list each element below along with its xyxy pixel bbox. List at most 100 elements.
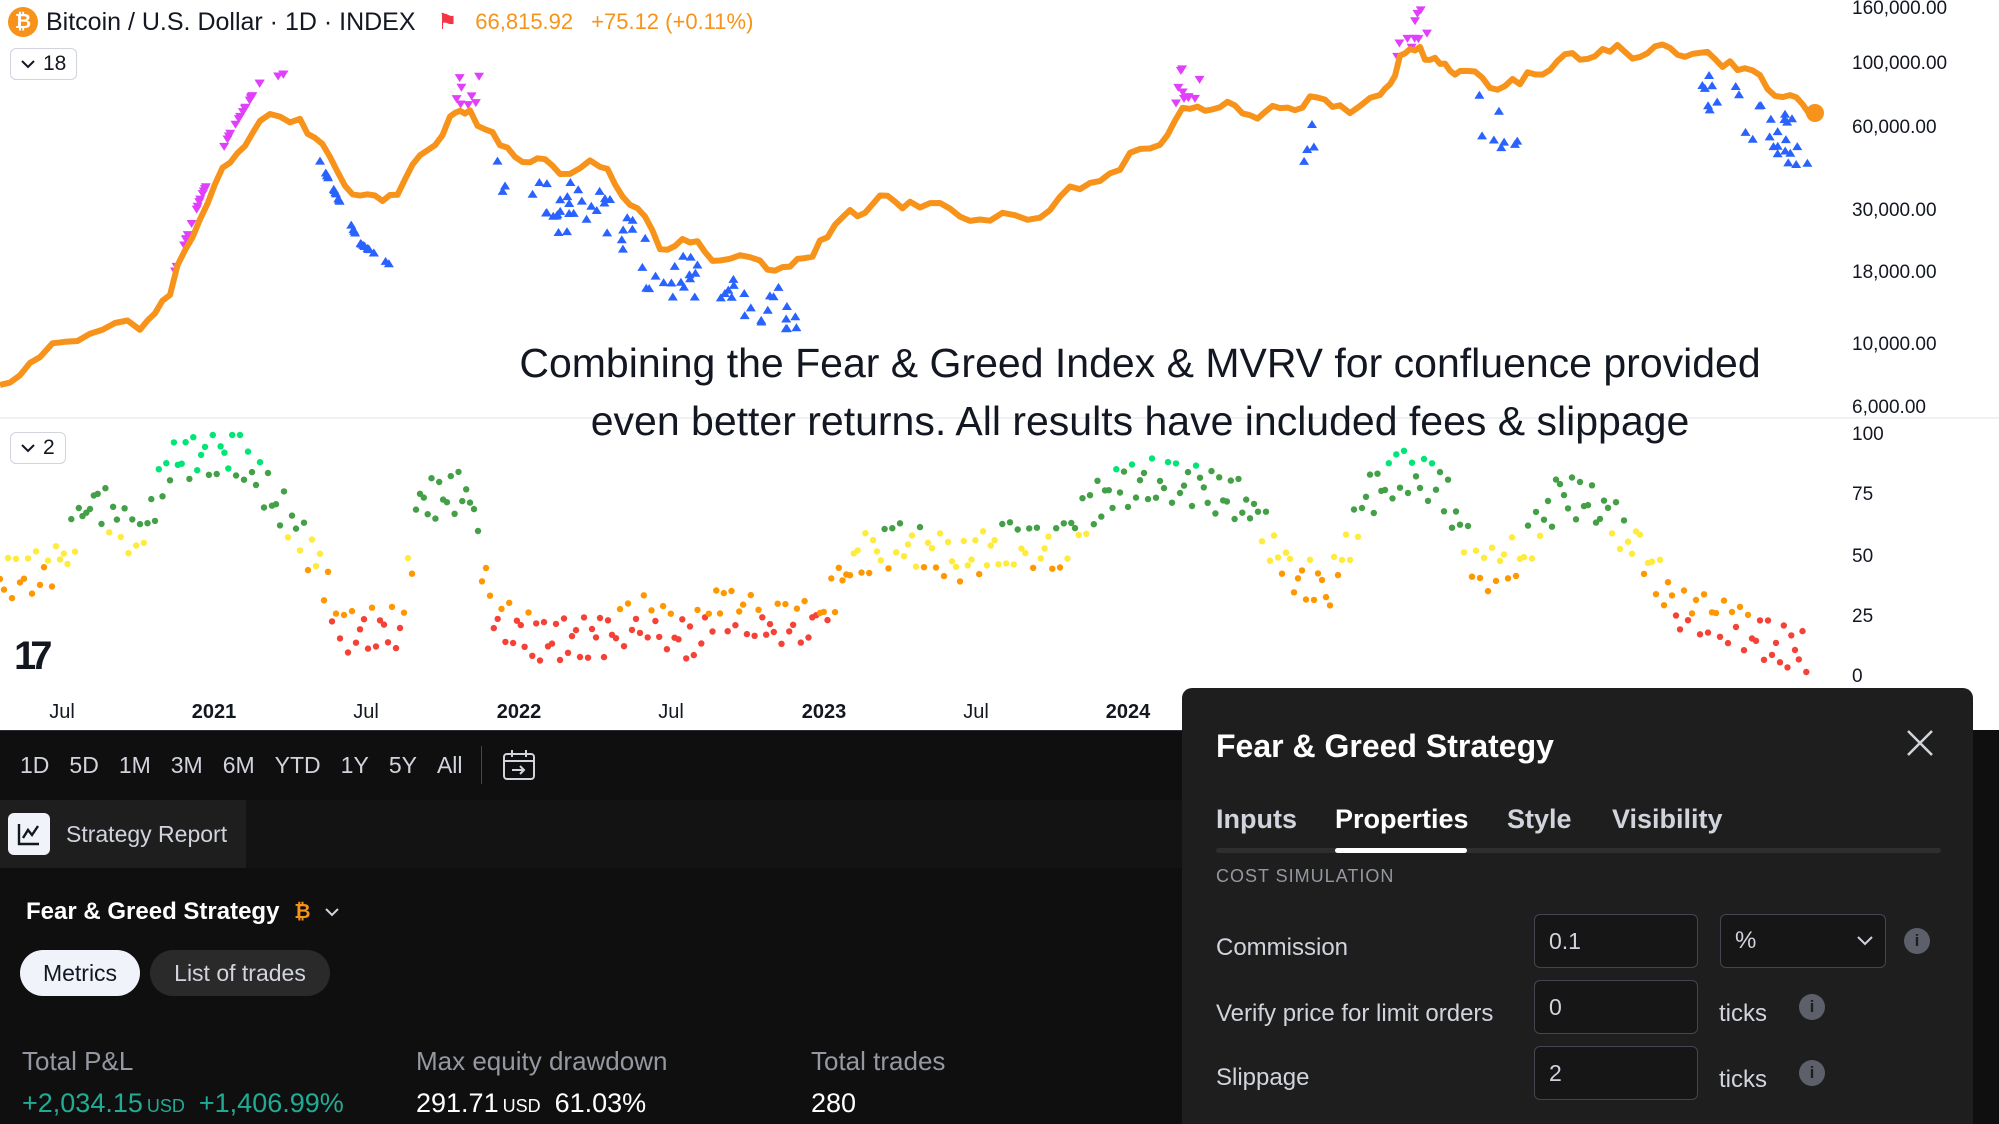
fear-greed-point: [1140, 469, 1148, 477]
tab-style[interactable]: Style: [1507, 804, 1572, 834]
fear-greed-point: [1128, 461, 1136, 468]
buy-marker: [591, 206, 602, 215]
fear-greed-point: [720, 589, 727, 597]
buy-marker: [1780, 135, 1791, 144]
fear-greed-point: [332, 610, 340, 617]
fear-greed-point: [705, 610, 712, 617]
fear-greed-point: [1164, 458, 1172, 466]
fear-greed-point: [1306, 556, 1314, 563]
fear-greed-point: [513, 617, 521, 624]
calendar-goto-icon[interactable]: [502, 749, 536, 781]
range-6m-button[interactable]: 6M: [222, 751, 255, 778]
fear-greed-point: [48, 583, 56, 590]
fear-greed-point: [194, 467, 201, 474]
tab-properties[interactable]: Properties: [1335, 804, 1469, 834]
strategy-report-tab[interactable]: Strategy Report: [0, 800, 246, 868]
fear-greed-point: [652, 617, 659, 625]
fear-greed-point: [536, 657, 544, 664]
fear-greed-point: [1452, 508, 1460, 515]
symbol-title[interactable]: Bitcoin / U.S. Dollar · 1D · INDEX: [46, 7, 416, 36]
range-5y-button[interactable]: 5Y: [388, 751, 417, 778]
price-line: [0, 41, 1817, 388]
fear-greed-point: [600, 653, 608, 661]
fear-greed-point: [197, 451, 205, 459]
range-5d-button[interactable]: 5D: [69, 751, 99, 778]
strategy-selector[interactable]: Fear & Greed Strategy ₿: [26, 898, 340, 926]
sell-marker: [182, 231, 193, 240]
fear-greed-point: [1152, 494, 1160, 501]
tab-metrics[interactable]: Metrics: [20, 950, 140, 996]
range-1y-button[interactable]: 1Y: [340, 751, 369, 778]
fear-greed-point: [140, 539, 147, 547]
fear-greed-point: [312, 562, 320, 570]
fear-greed-point: [64, 560, 71, 568]
fear-greed-point: [904, 541, 912, 548]
fear-greed-point: [396, 624, 404, 632]
buy-marker: [1791, 159, 1802, 168]
fear-greed-point: [1460, 549, 1468, 556]
fear-greed-point: [1156, 477, 1164, 485]
sell-marker: [1402, 34, 1413, 43]
fear-greed-point: [474, 527, 482, 535]
buy-marker: [586, 201, 597, 210]
info-icon[interactable]: i: [1904, 928, 1930, 954]
fear-greed-point: [360, 616, 368, 623]
fear-greed-point: [1056, 564, 1064, 571]
flag-icon[interactable]: ⚑: [437, 9, 458, 34]
fear-greed-point: [186, 475, 193, 483]
fear-greed-point: [324, 568, 332, 575]
buy-marker: [773, 282, 784, 291]
symbol-header: ₿ Bitcoin / U.S. Dollar · 1D · INDEX ⚑ 6…: [8, 6, 753, 38]
buy-marker: [627, 224, 638, 233]
fear-greed-point: [979, 528, 987, 535]
buy-marker: [658, 278, 669, 287]
info-icon[interactable]: i: [1799, 994, 1825, 1020]
fear-greed-point: [1652, 591, 1660, 598]
fear-greed-point: [1576, 478, 1584, 486]
range-all-button[interactable]: All: [436, 751, 463, 778]
indicators-collapse-button[interactable]: 18: [10, 48, 78, 80]
info-icon[interactable]: i: [1799, 1060, 1825, 1086]
fear-greed-point: [1098, 513, 1105, 520]
fear-greed-point: [636, 629, 644, 637]
metric-value-total-trades: 280: [811, 1088, 857, 1118]
fear-greed-point: [1060, 520, 1068, 527]
fear-greed-point: [789, 621, 797, 628]
tab-visibility[interactable]: Visibility: [1612, 804, 1723, 834]
pane-collapse-button[interactable]: 2: [10, 432, 66, 464]
buy-marker: [637, 262, 648, 271]
fear-greed-point: [616, 605, 624, 613]
price-chart[interactable]: 160,000.00 100,000.00 60,000.00 30,000.0…: [0, 0, 1999, 730]
fear-greed-point: [1532, 508, 1540, 516]
buy-marker: [745, 303, 756, 312]
fear-greed-point: [1010, 561, 1017, 568]
range-1m-button[interactable]: 1M: [118, 751, 151, 778]
fear-greed-point: [1568, 474, 1576, 481]
fear-greed-point: [1086, 492, 1094, 499]
range-3m-button[interactable]: 3M: [170, 751, 203, 778]
verify-price-input[interactable]: 0: [1534, 980, 1698, 1034]
fear-greed-point: [1480, 554, 1488, 561]
commission-type-select[interactable]: %: [1720, 914, 1886, 968]
close-icon[interactable]: [1905, 728, 1935, 758]
fear-greed-point: [44, 557, 52, 564]
fear-greed-point: [1600, 497, 1608, 504]
range-ytd-button[interactable]: YTD: [274, 751, 321, 778]
tab-inputs[interactable]: Inputs: [1216, 804, 1297, 834]
buy-marker: [565, 178, 576, 187]
buy-marker: [350, 228, 361, 237]
fear-greed-point: [1584, 501, 1592, 509]
tab-list-of-trades[interactable]: List of trades: [150, 950, 330, 996]
fear-greed-point: [928, 545, 936, 552]
commission-input[interactable]: 0.1: [1534, 914, 1698, 968]
range-1d-button[interactable]: 1D: [20, 751, 50, 778]
buy-marker: [1703, 101, 1714, 110]
sell-marker: [1183, 94, 1194, 103]
fear-greed-point: [1212, 510, 1219, 517]
fear-greed-point: [1172, 460, 1180, 467]
slippage-input[interactable]: 2: [1534, 1046, 1698, 1100]
fear-greed-point: [1420, 455, 1428, 463]
fear-greed-point: [463, 486, 470, 493]
slippage-unit: ticks: [1719, 1066, 1767, 1093]
fear-greed-point: [1588, 482, 1596, 489]
